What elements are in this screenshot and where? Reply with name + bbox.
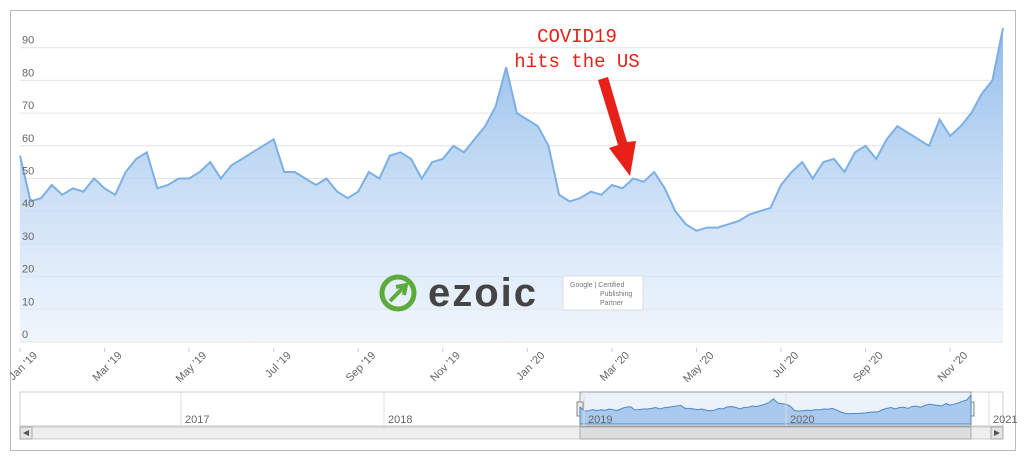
- navigator-area: [579, 393, 972, 425]
- annotation: hits the US: [514, 51, 639, 73]
- x-tick-label: Jul '19: [263, 350, 294, 381]
- y-tick-label: 30: [22, 231, 34, 243]
- watermark: ezoic Google | Certified Publishing Part…: [379, 271, 644, 315]
- x-tick-label: Mar '19: [90, 350, 124, 384]
- x-tick-label: Nov '19: [428, 350, 463, 385]
- annotation-arrow: [598, 77, 636, 176]
- navigator-label: 2021: [993, 414, 1017, 426]
- y-tick-label: 80: [22, 67, 34, 79]
- logo-arrow: [388, 282, 409, 303]
- badge-text: Publishing: [600, 291, 632, 298]
- x-tick-label: Jan '20: [514, 350, 547, 383]
- badge: [562, 275, 644, 311]
- y-tick-label: 40: [22, 198, 34, 210]
- area: [20, 28, 1003, 342]
- x-tick-label: Jul '20: [770, 350, 801, 381]
- x-tick-label: Nov '20: [936, 350, 971, 385]
- annotation: COVID19: [537, 26, 617, 48]
- y-tick-label: 50: [22, 166, 34, 178]
- x-tick-label: Jan '19: [7, 350, 40, 383]
- x-tick-label: Sep '19: [344, 350, 379, 385]
- line: [19, 27, 1004, 232]
- navigator-label: 2017: [185, 414, 209, 426]
- logo-ring: [379, 274, 417, 312]
- y-tick-label: 70: [22, 100, 34, 112]
- x-tick-label: May '19: [174, 350, 209, 385]
- navigator-label: 2020: [790, 414, 814, 426]
- y-tick-label: 0: [22, 329, 28, 341]
- x-tick-label: Sep '20: [851, 350, 886, 385]
- y-tick-label: 20: [22, 264, 34, 276]
- y-tick-label: 60: [22, 133, 34, 145]
- badge-text: Google | Certified: [570, 282, 624, 289]
- y-tick-label: 10: [22, 296, 34, 308]
- scrollbar-thumb[interactable]: [579, 426, 972, 440]
- navigator-label: 2018: [388, 414, 412, 426]
- navigator-label: 2019: [588, 414, 612, 426]
- brand: ezoic: [428, 271, 538, 315]
- x-tick-label: May '20: [681, 350, 716, 385]
- frame: [10, 10, 1016, 451]
- x-tick-label: Mar '20: [598, 350, 632, 384]
- badge-text: Partner: [600, 300, 624, 307]
- y-tick-label: 90: [22, 35, 34, 47]
